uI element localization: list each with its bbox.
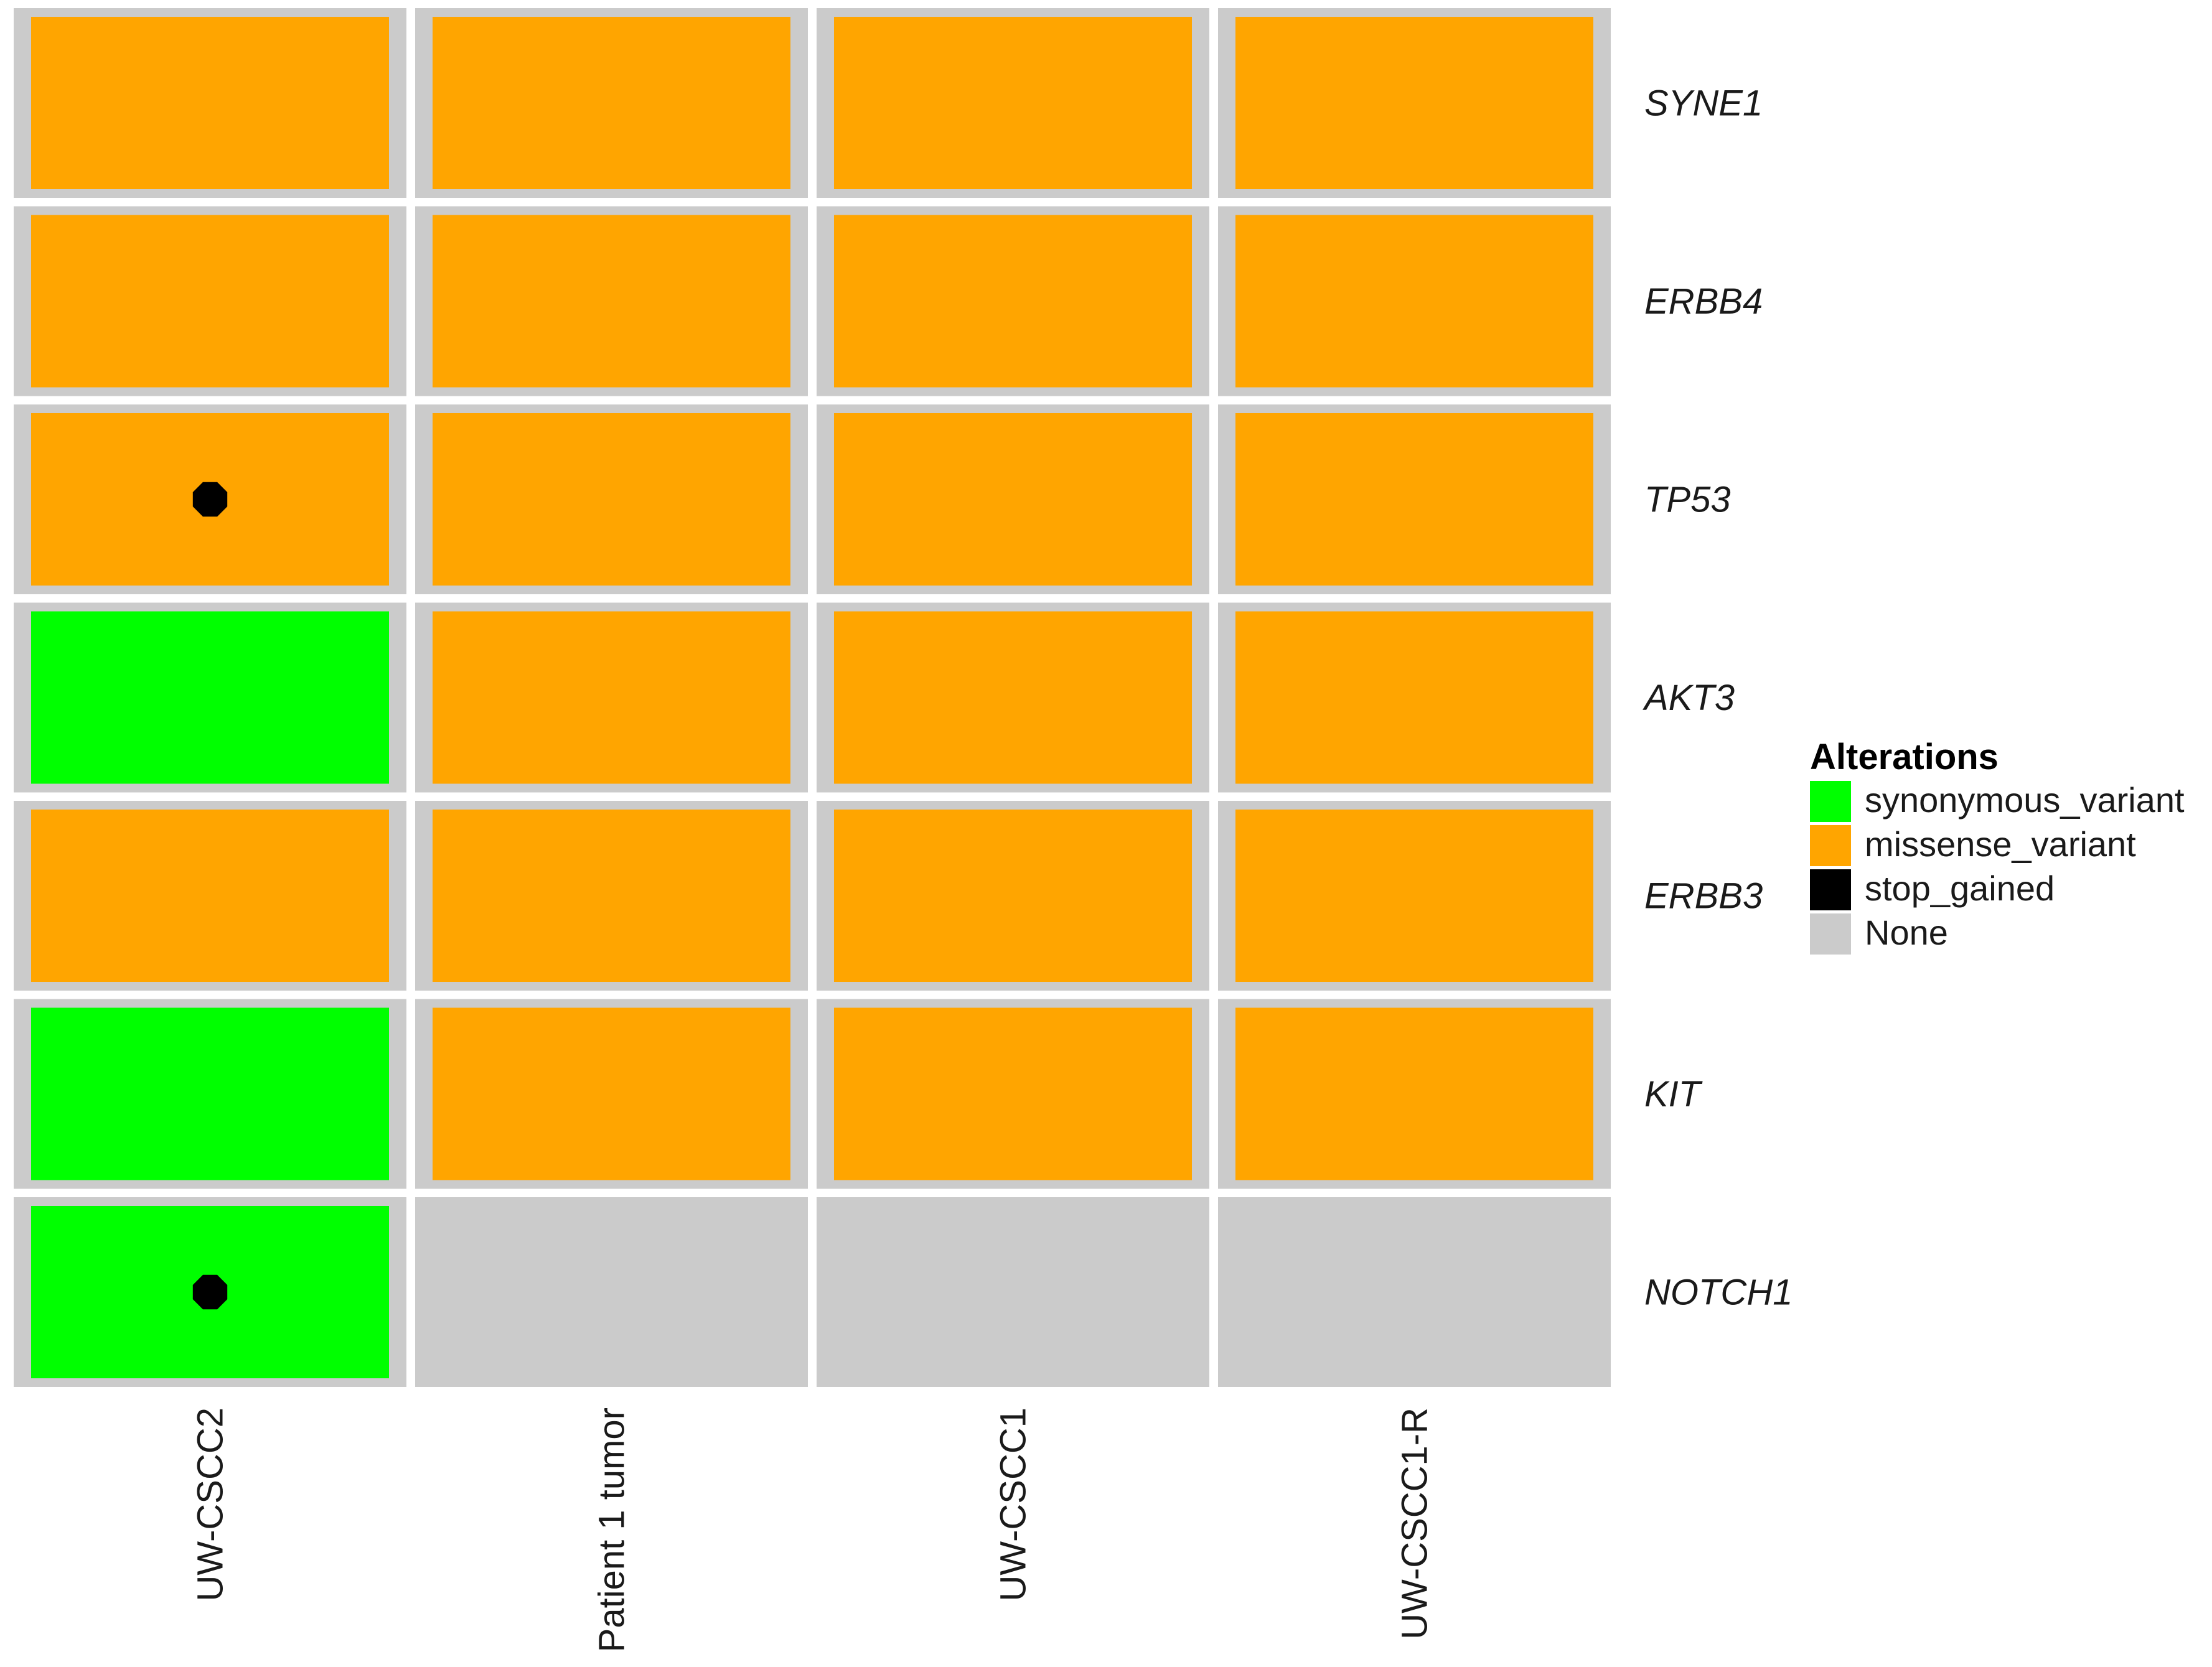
cell-bg-notch1-uw-cscc1-r: [1218, 1197, 1611, 1387]
cell-syne1-uw-cscc1-r: [1235, 17, 1593, 189]
gene-label-akt3: AKT3: [1643, 678, 1735, 718]
legend-entry-missense-variant: missense_variant: [1810, 824, 2136, 866]
gene-label-syne1: SYNE1: [1644, 83, 1763, 124]
gene-label-notch1: NOTCH1: [1644, 1272, 1793, 1313]
cell-syne1-patient-1-tumor: [433, 17, 790, 189]
cell-erbb4-uw-cscc1: [834, 215, 1192, 388]
legend-swatch-missense-variant: [1810, 825, 1851, 866]
cell-tp53-uw-cscc1: [834, 413, 1192, 586]
cell-tp53-uw-cscc1-r: [1235, 413, 1593, 586]
sample-labels: UW-CSCC2 Patient 1 tumor UW-CSCC1 UW-CSCC1-…: [190, 1408, 1435, 1652]
gene-label-tp53: TP53: [1644, 480, 1731, 520]
cell-bg-notch1-patient-1-tumor: [415, 1197, 808, 1387]
cell-syne1-uw-cscc1: [834, 17, 1192, 189]
legend-label-missense-variant: missense_variant: [1865, 824, 2136, 864]
legend-entry-synonymous-variant: synonymous_variant: [1810, 780, 2185, 822]
legend: Alterations synonymous_variant missense_v…: [1810, 737, 2185, 955]
cell-erbb3-patient-1-tumor: [433, 810, 790, 982]
cell-bg-notch1-uw-cscc1: [817, 1197, 1209, 1387]
cell-kit-uw-cscc1-r: [1235, 1007, 1593, 1180]
legend-swatch-none: [1810, 913, 1851, 955]
gene-label-erbb4: ERBB4: [1644, 281, 1763, 322]
legend-entry-stop-gained: stop_gained: [1810, 869, 2055, 910]
legend-label-stop-gained: stop_gained: [1865, 869, 2055, 908]
cell-erbb4-patient-1-tumor: [433, 215, 790, 388]
cell-syne1-uw-cscc2: [31, 17, 389, 189]
legend-entries: synonymous_variant missense_variant stop_g…: [1810, 780, 2185, 955]
stop-gained-marker-tp53-uw-cscc2: [192, 482, 228, 517]
sample-label-uw-cscc1: UW-CSCC1: [993, 1408, 1034, 1602]
cell-erbb3-uw-cscc1: [834, 810, 1192, 982]
stop-gained-markers: [192, 482, 228, 1310]
cell-kit-uw-cscc1: [834, 1007, 1192, 1180]
legend-title: Alterations: [1810, 737, 1999, 777]
cell-erbb4-uw-cscc2: [31, 215, 389, 388]
legend-entry-none: None: [1810, 913, 1948, 955]
cell-akt3-uw-cscc2: [31, 611, 389, 784]
cell-tp53-patient-1-tumor: [433, 413, 790, 586]
sample-label-patient-1-tumor: Patient 1 tumor: [592, 1408, 632, 1652]
gene-label-kit: KIT: [1644, 1074, 1703, 1114]
cell-erbb4-uw-cscc1-r: [1235, 215, 1593, 388]
cell-kit-uw-cscc2: [31, 1007, 389, 1180]
legend-label-synonymous-variant: synonymous_variant: [1865, 780, 2185, 819]
cells-layer: [14, 8, 1611, 1387]
sample-label-uw-cscc2: UW-CSCC2: [190, 1408, 231, 1602]
cell-akt3-uw-cscc1: [834, 611, 1192, 784]
gene-labels: SYNE1 ERBB4 TP53 AKT3 ERBB3 KIT NOTCH1: [1643, 83, 1793, 1313]
legend-swatch-synonymous-variant: [1810, 781, 1851, 822]
sample-label-uw-cscc1-r: UW-CSCC1-R: [1395, 1408, 1435, 1640]
cell-akt3-uw-cscc1-r: [1235, 611, 1593, 784]
cell-erbb3-uw-cscc1-r: [1235, 810, 1593, 982]
legend-swatch-stop-gained: [1810, 869, 1851, 910]
cell-erbb3-uw-cscc2: [31, 810, 389, 982]
cell-kit-patient-1-tumor: [433, 1007, 790, 1180]
cell-akt3-patient-1-tumor: [433, 611, 790, 784]
gene-label-erbb3: ERBB3: [1644, 876, 1763, 917]
stop-gained-marker-notch1-uw-cscc2: [192, 1274, 228, 1310]
legend-label-none: None: [1865, 913, 1948, 952]
